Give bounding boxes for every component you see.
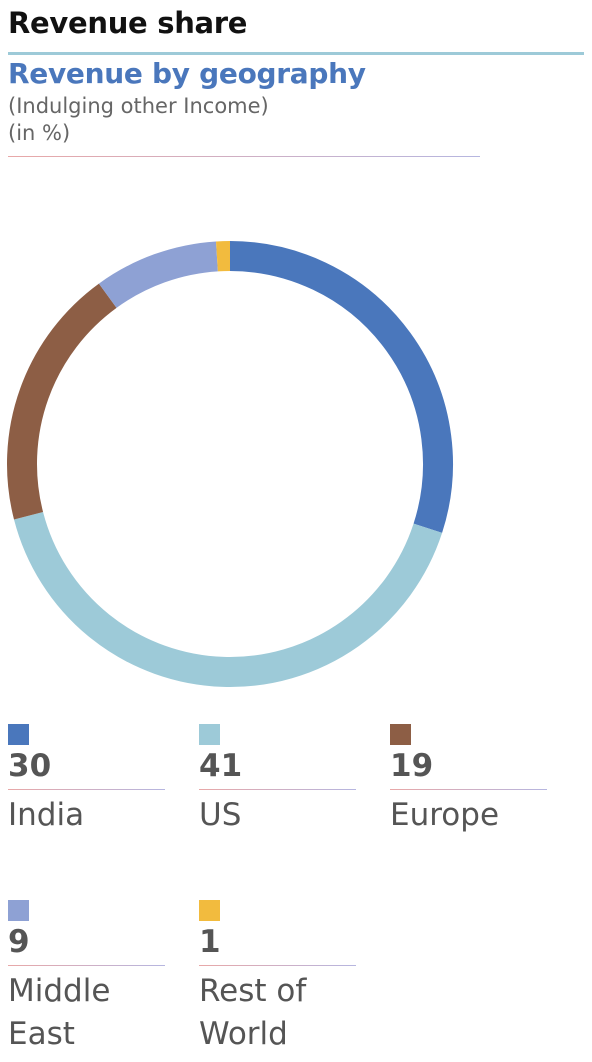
section-title: Revenue share xyxy=(8,6,248,40)
legend-divider xyxy=(199,789,356,790)
legend-value-middle-east: 9 xyxy=(8,924,30,960)
legend-label-middle-east: Middle East xyxy=(8,973,111,1052)
title-divider xyxy=(8,156,480,157)
legend-divider xyxy=(8,965,165,966)
chart-title: Revenue by geography xyxy=(8,57,366,90)
donut-chart xyxy=(7,240,453,687)
legend-swatch-rest-of-world xyxy=(199,900,220,921)
donut-slice-india xyxy=(229,241,453,533)
legend-swatch-middle-east xyxy=(8,900,29,921)
legend-swatch-india xyxy=(8,724,29,745)
legend-swatch-europe xyxy=(390,724,411,745)
donut-slice-us xyxy=(14,511,443,687)
donut-slice-europe xyxy=(7,283,117,520)
chart-subtitle-line-1: (Indulging other Income) xyxy=(8,94,269,118)
legend-label-india: India xyxy=(8,797,85,833)
section-divider xyxy=(8,52,584,55)
legend-value-us: 41 xyxy=(199,748,243,784)
legend-divider xyxy=(199,965,356,966)
legend-divider xyxy=(390,789,547,790)
legend-value-europe: 19 xyxy=(390,748,434,784)
legend-label-rest-of-world: Rest of World xyxy=(199,973,307,1052)
chart-subtitle-line-2: (in %) xyxy=(8,121,71,145)
legend-label-europe: Europe xyxy=(390,797,500,833)
legend-divider xyxy=(8,789,165,790)
legend-label-us: US xyxy=(199,797,242,833)
legend-value-india: 30 xyxy=(8,748,52,784)
donut-slice-middle-east xyxy=(98,241,219,309)
legend-swatch-us xyxy=(199,724,220,745)
legend-value-rest-of-world: 1 xyxy=(199,924,221,960)
